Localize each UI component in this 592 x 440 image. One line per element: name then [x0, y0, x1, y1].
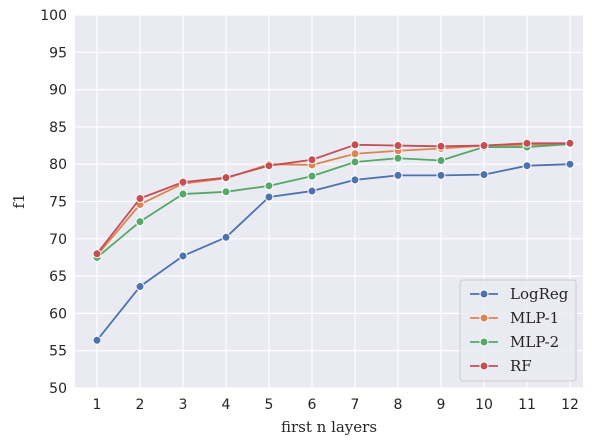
- data-point: [436, 155, 446, 165]
- series: [92, 138, 575, 345]
- legend-item: MLP-2: [470, 333, 559, 351]
- legend-label: RF: [510, 357, 532, 375]
- x-tick-label: 2: [136, 397, 145, 413]
- legend-item: RF: [470, 357, 532, 375]
- legend-marker: [479, 289, 489, 299]
- data-point: [92, 335, 102, 345]
- y-tick-label: 65: [49, 269, 67, 285]
- legend-item: MLP-1: [470, 309, 559, 327]
- y-tick-label: 80: [49, 157, 67, 173]
- series-line: [96, 163, 571, 341]
- data-point: [178, 189, 188, 199]
- data-point: [350, 157, 360, 167]
- data-point: [565, 138, 575, 148]
- data-point: [264, 161, 274, 171]
- legend-item: LogReg: [470, 285, 569, 303]
- x-tick-label: 1: [93, 397, 102, 413]
- data-point: [393, 170, 403, 180]
- data-point: [393, 141, 403, 151]
- legend-label: MLP-1: [510, 309, 559, 327]
- legend: LogReg MLP-1 MLP-2 RF: [459, 279, 577, 382]
- x-tick-label: 6: [308, 397, 317, 413]
- data-point: [221, 232, 231, 242]
- legend-label: LogReg: [510, 285, 569, 303]
- x-tick-label: 5: [265, 397, 274, 413]
- data-point: [178, 177, 188, 187]
- data-point: [307, 186, 317, 196]
- y-tick-label: 60: [49, 306, 67, 322]
- series-logreg: [92, 159, 575, 345]
- legend-box: [459, 279, 577, 382]
- x-tick-label: 10: [475, 397, 493, 413]
- legend-label: MLP-2: [510, 333, 559, 351]
- y-tick-label: 50: [49, 381, 67, 397]
- legend-marker: [479, 313, 489, 323]
- x-tick-label: 12: [561, 397, 579, 413]
- data-point: [135, 282, 145, 292]
- data-point: [436, 170, 446, 180]
- grid: [75, 14, 583, 389]
- x-tick-label: 7: [351, 397, 360, 413]
- x-tick-label: 11: [518, 397, 536, 413]
- data-point: [479, 141, 489, 151]
- y-tick-label: 55: [49, 344, 67, 360]
- x-tick-label: 8: [394, 397, 403, 413]
- data-point: [92, 249, 102, 259]
- legend-marker: [479, 361, 489, 371]
- data-point: [522, 161, 532, 171]
- data-point: [565, 159, 575, 169]
- y-tick-label: 95: [49, 45, 67, 61]
- data-point: [436, 141, 446, 151]
- data-point: [264, 181, 274, 191]
- data-point: [350, 149, 360, 159]
- y-tick-label: 100: [40, 8, 67, 24]
- series-line: [96, 143, 571, 259]
- data-point: [350, 140, 360, 150]
- data-point: [221, 187, 231, 197]
- y-axis-ticks: 50 55 60 65 70 75 80 85 90 95 100: [40, 8, 67, 397]
- y-tick-label: 75: [49, 195, 67, 211]
- x-axis-ticks: 1 2 3 4 5 6 7 8 9 10 11 12: [93, 397, 579, 413]
- data-point: [307, 155, 317, 165]
- y-tick-label: 70: [49, 232, 67, 248]
- x-tick-label: 3: [179, 397, 188, 413]
- data-point: [135, 217, 145, 227]
- y-tick-label: 85: [49, 120, 67, 136]
- data-point: [393, 153, 403, 163]
- data-point: [221, 173, 231, 183]
- x-axis-label: first n layers: [281, 418, 377, 436]
- data-point: [479, 170, 489, 180]
- x-tick-label: 4: [222, 397, 231, 413]
- series-rf: [92, 138, 575, 259]
- y-axis-label: f1: [10, 193, 28, 208]
- data-point: [178, 251, 188, 261]
- y-tick-label: 90: [49, 83, 67, 99]
- data-point: [307, 171, 317, 181]
- data-point: [350, 175, 360, 185]
- data-point: [522, 138, 532, 148]
- data-point: [135, 194, 145, 204]
- data-point: [264, 192, 274, 202]
- x-tick-label: 9: [437, 397, 446, 413]
- series-line: [96, 142, 570, 255]
- legend-marker: [479, 337, 489, 347]
